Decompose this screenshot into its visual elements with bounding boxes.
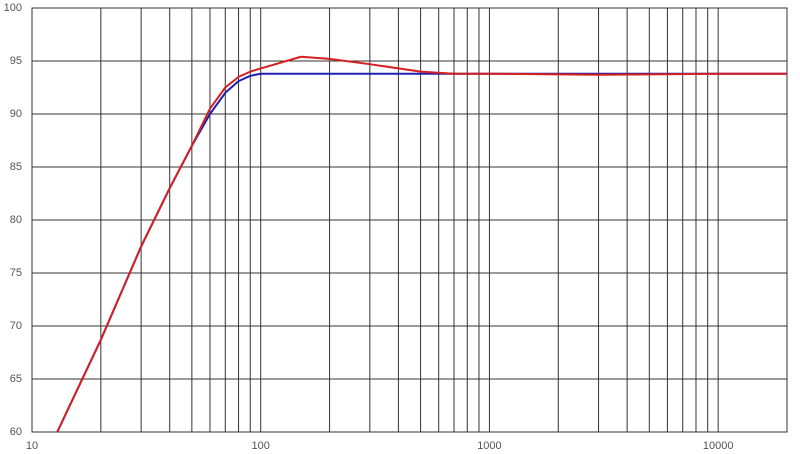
y-tick-label: 80	[10, 214, 22, 226]
x-tick-label: 1000	[477, 440, 501, 452]
y-tick-label: 70	[10, 320, 22, 332]
series-line	[56, 55, 787, 433]
y-tick-label: 90	[10, 108, 22, 120]
y-tick-label: 95	[10, 55, 22, 67]
y-tick-label: 60	[10, 426, 22, 438]
y-tick-label: 75	[10, 267, 22, 279]
x-tick-label: 10000	[703, 440, 734, 452]
y-tick-label: 85	[10, 161, 22, 173]
x-tick-label: 10	[26, 440, 38, 452]
x-tick-label: 100	[252, 440, 270, 452]
y-tick-label: 65	[10, 373, 22, 385]
y-tick-label: 100	[4, 2, 22, 14]
